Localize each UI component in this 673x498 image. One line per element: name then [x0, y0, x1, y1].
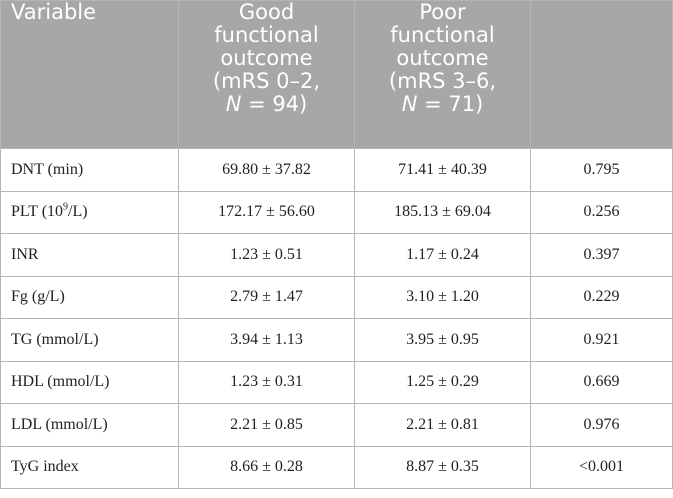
- cell-variable: Fg (g/L): [0, 275, 179, 319]
- cell-good: 2.79 ± 1.47: [178, 275, 355, 319]
- cell-poor: 2.21 ± 0.81: [354, 403, 531, 447]
- cell-poor: 185.13 ± 69.04: [354, 190, 531, 234]
- header-poor-line2: functional: [390, 23, 495, 47]
- header-poor-line1: Poor: [419, 0, 466, 24]
- cell-variable: TG (mmol/L): [0, 318, 179, 362]
- table-row: LDL (mmol/L) 2.21 ± 0.85 2.21 ± 0.81 0.9…: [0, 403, 673, 447]
- header-good-line3: outcome: [220, 46, 313, 70]
- cell-good: 8.66 ± 0.28: [178, 445, 355, 489]
- header-p-value: [530, 0, 673, 149]
- header-poor-line4: (mRS 3–6,: [388, 69, 497, 93]
- header-good-line5: N = 94): [179, 93, 354, 116]
- header-poor-line3: outcome: [396, 46, 489, 70]
- cell-p: <0.001: [530, 445, 673, 489]
- header-poor-n-value: = 71): [417, 92, 484, 116]
- cell-variable: DNT (min): [0, 148, 179, 192]
- header-good-line2: functional: [214, 23, 319, 47]
- table-row: TyG index 8.66 ± 0.28 8.87 ± 0.35 <0.001: [0, 445, 673, 489]
- header-good-line1: Good: [238, 0, 295, 24]
- cell-p: 0.795: [530, 148, 673, 192]
- header-good-n-symbol: N: [225, 92, 242, 116]
- header-row: Variable Good functional outcome (mRS 0–…: [0, 0, 673, 149]
- header-good-outcome: Good functional outcome (mRS 0–2, N = 94…: [178, 0, 355, 149]
- header-poor-n-symbol: N: [401, 92, 418, 116]
- cell-variable: HDL (mmol/L): [0, 360, 179, 404]
- cell-variable: TyG index: [0, 445, 179, 489]
- cell-good: 2.21 ± 0.85: [178, 403, 355, 447]
- cell-poor: 3.10 ± 1.20: [354, 275, 531, 319]
- table-row: TG (mmol/L) 3.94 ± 1.13 3.95 ± 0.95 0.92…: [0, 318, 673, 362]
- cell-poor: 3.95 ± 0.95: [354, 318, 531, 362]
- cell-p: 0.976: [530, 403, 673, 447]
- header-good-line4: (mRS 0–2,: [212, 69, 321, 93]
- cell-poor: 1.25 ± 0.29: [354, 360, 531, 404]
- header-poor-line5: N = 71): [355, 93, 530, 116]
- cell-variable: LDL (mmol/L): [0, 403, 179, 447]
- cell-p: 0.229: [530, 275, 673, 319]
- plt-prefix: PLT (10: [11, 203, 64, 221]
- cell-variable: PLT (109/L): [0, 190, 179, 234]
- plt-exponent: 9: [63, 201, 69, 213]
- cell-poor: 1.17 ± 0.24: [354, 233, 531, 277]
- table-row: PLT (109/L) 172.17 ± 56.60 185.13 ± 69.0…: [0, 190, 673, 234]
- cell-good: 3.94 ± 1.13: [178, 318, 355, 362]
- cell-p: 0.256: [530, 190, 673, 234]
- table-row: INR 1.23 ± 0.51 1.17 ± 0.24 0.397: [0, 233, 673, 277]
- cell-good: 172.17 ± 56.60: [178, 190, 355, 234]
- table-row: HDL (mmol/L) 1.23 ± 0.31 1.25 ± 0.29 0.6…: [0, 360, 673, 404]
- cell-good: 1.23 ± 0.51: [178, 233, 355, 277]
- header-good-n-value: = 94): [241, 92, 308, 116]
- header-variable: Variable: [0, 0, 179, 149]
- table-row: DNT (min) 69.80 ± 37.82 71.41 ± 40.39 0.…: [0, 148, 673, 192]
- plt-suffix: /L): [68, 203, 88, 221]
- cell-p: 0.669: [530, 360, 673, 404]
- cell-good: 1.23 ± 0.31: [178, 360, 355, 404]
- cell-p: 0.397: [530, 233, 673, 277]
- cell-poor: 8.87 ± 0.35: [354, 445, 531, 489]
- table-row: Fg (g/L) 2.79 ± 1.47 3.10 ± 1.20 0.229: [0, 275, 673, 319]
- cell-p: 0.921: [530, 318, 673, 362]
- cell-good: 69.80 ± 37.82: [178, 148, 355, 192]
- header-poor-outcome: Poor functional outcome (mRS 3–6, N = 71…: [354, 0, 531, 149]
- cell-variable: INR: [0, 233, 179, 277]
- cell-poor: 71.41 ± 40.39: [354, 148, 531, 192]
